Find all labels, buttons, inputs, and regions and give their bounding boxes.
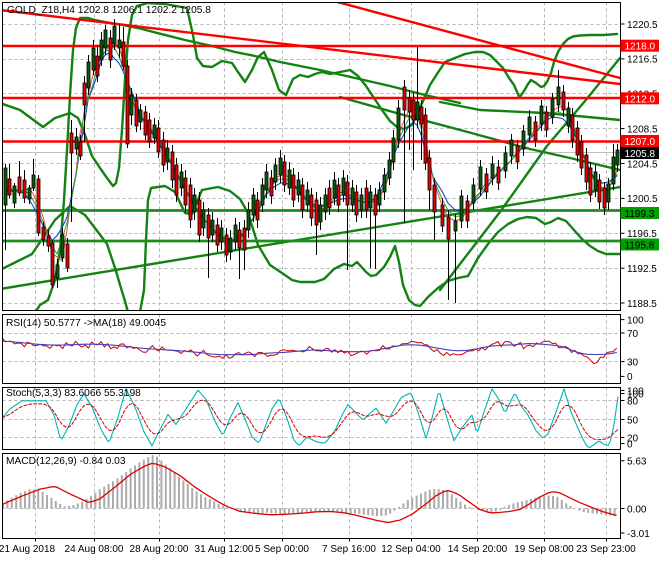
svg-text:MACD(12,26,9) -0.84 0.03: MACD(12,26,9) -0.84 0.03 <box>6 456 126 467</box>
svg-text:100: 100 <box>627 315 644 326</box>
svg-text:1212.0: 1212.0 <box>625 94 656 105</box>
svg-text:1207.0: 1207.0 <box>625 137 656 148</box>
svg-text:1220.5: 1220.5 <box>627 20 658 31</box>
svg-text:12 Sep 04:00: 12 Sep 04:00 <box>381 544 441 555</box>
svg-text:1216.5: 1216.5 <box>627 55 658 66</box>
svg-text:0: 0 <box>627 372 633 383</box>
svg-text:0.00: 0.00 <box>627 504 647 515</box>
svg-text:-3.01: -3.01 <box>627 529 650 540</box>
svg-text:80: 80 <box>627 396 639 407</box>
svg-text:70: 70 <box>627 329 639 340</box>
svg-text:1218.0: 1218.0 <box>625 42 656 53</box>
svg-text:1196.5: 1196.5 <box>627 229 657 240</box>
svg-text:50: 50 <box>627 415 639 426</box>
svg-text:1200.5: 1200.5 <box>627 194 658 205</box>
svg-text:1188.5: 1188.5 <box>627 299 657 310</box>
svg-text:1208.5: 1208.5 <box>627 124 658 135</box>
svg-text:5 Sep 00:00: 5 Sep 00:00 <box>255 544 309 555</box>
svg-text:28 Aug 20:00: 28 Aug 20:00 <box>130 544 189 555</box>
svg-text:1192.5: 1192.5 <box>627 264 657 275</box>
svg-text:20: 20 <box>627 433 639 444</box>
svg-text:24 Aug 08:00: 24 Aug 08:00 <box>65 544 124 555</box>
svg-text:1195.8: 1195.8 <box>625 241 655 252</box>
svg-text:30: 30 <box>627 357 639 368</box>
svg-text:100: 100 <box>627 386 644 397</box>
svg-text:31 Aug 12:00: 31 Aug 12:00 <box>195 544 254 555</box>
svg-text:7 Sep 16:00: 7 Sep 16:00 <box>322 544 376 555</box>
svg-text:RSI(14) 50.5777 ->MA(18) 49.0: RSI(14) 50.5777 ->MA(18) 49.0045 <box>6 318 166 329</box>
svg-text:GOLD_Z18,H4 1202.8 1206.1 120: GOLD_Z18,H4 1202.8 1206.1 1202.2 1205.8 <box>7 5 211 16</box>
svg-text:14 Sep 20:00: 14 Sep 20:00 <box>448 544 508 555</box>
svg-text:Stoch(5,3,3) 83.6066 55.3198: Stoch(5,3,3) 83.6066 55.3198 <box>6 388 141 399</box>
svg-text:21 Aug 2018: 21 Aug 2018 <box>0 544 56 555</box>
svg-text:1204.5: 1204.5 <box>627 159 658 170</box>
svg-text:1199.3: 1199.3 <box>625 209 655 220</box>
svg-text:0: 0 <box>627 439 633 450</box>
svg-text:5.63: 5.63 <box>627 457 647 468</box>
svg-text:23 Sep 23:00: 23 Sep 23:00 <box>576 544 636 555</box>
svg-text:100: 100 <box>627 389 644 400</box>
svg-text:1205.8: 1205.8 <box>625 149 656 160</box>
svg-text:19 Sep 08:00: 19 Sep 08:00 <box>514 544 574 555</box>
